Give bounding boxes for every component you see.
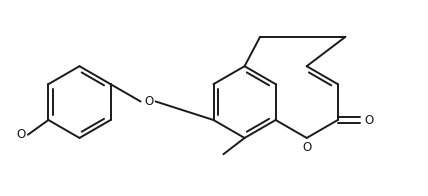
Text: O: O xyxy=(144,95,153,108)
Text: O: O xyxy=(364,113,374,126)
Text: O: O xyxy=(17,128,26,141)
Text: O: O xyxy=(302,141,311,154)
